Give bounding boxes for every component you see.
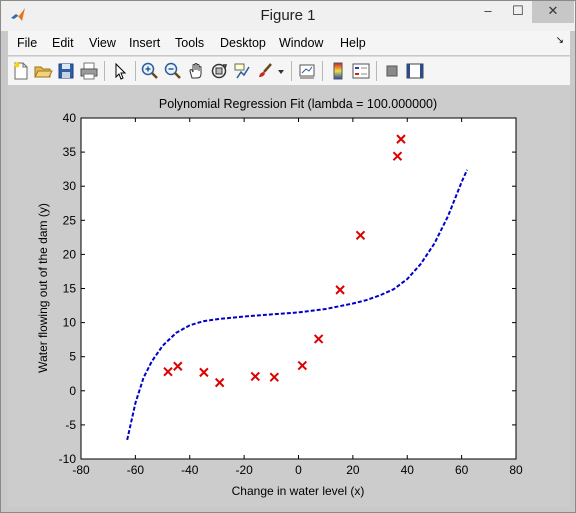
figure-canvas: Polynomial Regression Fit (lambda = 100.… [8,85,570,507]
data-point [269,372,280,382]
brush-icon[interactable] [255,61,275,81]
y-tick-label: 10 [63,316,77,330]
toolbar-separator [104,61,105,81]
open-file-icon[interactable] [33,61,53,81]
figure-toolbar [8,56,570,86]
x-tick-label: -20 [235,463,253,477]
plot-svg: Polynomial Regression Fit (lambda = 100.… [36,97,523,498]
minimize-button[interactable]: – [484,3,492,18]
colorbar-icon[interactable] [328,61,348,81]
y-tick-label: -10 [59,452,77,466]
toolbar-separator [135,61,136,81]
select-arrow-icon[interactable] [110,61,130,81]
chart-title: Polynomial Regression Fit (lambda = 100.… [159,97,437,111]
data-point [335,285,345,295]
new-figure-icon[interactable] [11,61,31,81]
y-tick-label: 5 [69,350,76,364]
toolbar-separator [322,61,323,81]
brush-dropdown-icon[interactable] [276,61,286,81]
y-tick-label: 20 [63,247,77,261]
data-point [163,366,173,377]
x-axis-label: Change in water level (x) [232,484,365,498]
zoom-out-icon[interactable] [163,61,183,81]
rotate-3d-icon[interactable] [209,61,229,81]
data-point [214,377,225,388]
y-tick-label: -5 [65,418,76,432]
y-tick-label: 40 [63,111,77,125]
pan-hand-icon[interactable] [186,61,206,81]
data-point [392,151,403,161]
data-point [297,360,308,371]
title-bar[interactable]: Figure 1 – ☐ ✕ [1,1,575,31]
close-button[interactable]: ✕ [532,1,574,23]
menu-desktop[interactable]: Desktop [220,36,266,50]
menu-window[interactable]: Window [279,36,324,50]
data-cursor-icon[interactable] [232,61,252,81]
data-point [250,371,260,382]
print-icon[interactable] [79,61,99,81]
x-tick-label: 60 [455,463,469,477]
window-title: Figure 1 [260,7,316,24]
menu-insert[interactable]: Insert [129,36,161,50]
y-tick-label: 35 [63,145,77,159]
zoom-in-icon[interactable] [140,61,160,81]
data-point [173,361,183,371]
x-tick-label: 80 [509,463,523,477]
data-point [396,134,406,144]
menu-tools[interactable]: Tools [175,36,205,50]
link-plot-icon[interactable] [297,61,317,81]
y-tick-label: 15 [63,282,77,296]
hide-plot-tools-icon[interactable] [382,61,402,81]
menu-edit[interactable]: Edit [52,36,74,50]
x-tick-label: -80 [72,463,90,477]
data-point [199,367,209,378]
data-point [355,230,366,241]
toolbar-separator [376,61,377,81]
menu-bar: File Edit View Insert Tools Desktop Wind… [8,31,570,55]
menu-help[interactable]: Help [340,36,366,50]
x-tick-label: 0 [295,463,302,477]
y-tick-label: 30 [63,179,77,193]
menu-view[interactable]: View [89,36,116,50]
maximize-button[interactable]: ☐ [512,3,524,18]
menu-file[interactable]: File [17,36,38,50]
matlab-logo-icon [11,8,25,21]
toolbar-separator [291,61,292,81]
x-tick-label: -60 [127,463,145,477]
x-tick-label: 40 [401,463,415,477]
y-axis-label: Water flowing out of the dam (y) [36,203,50,373]
x-tick-label: -40 [181,463,199,477]
axes-box[interactable] [80,117,517,460]
y-tick-label: 0 [69,384,76,398]
data-point [313,334,324,344]
save-icon[interactable] [56,61,76,81]
show-plot-tools-icon[interactable] [405,61,425,81]
y-tick-label: 25 [63,213,77,227]
x-tick-label: 20 [346,463,360,477]
dock-figure-icon[interactable]: ↘ [555,35,564,46]
legend-icon[interactable] [351,61,371,81]
